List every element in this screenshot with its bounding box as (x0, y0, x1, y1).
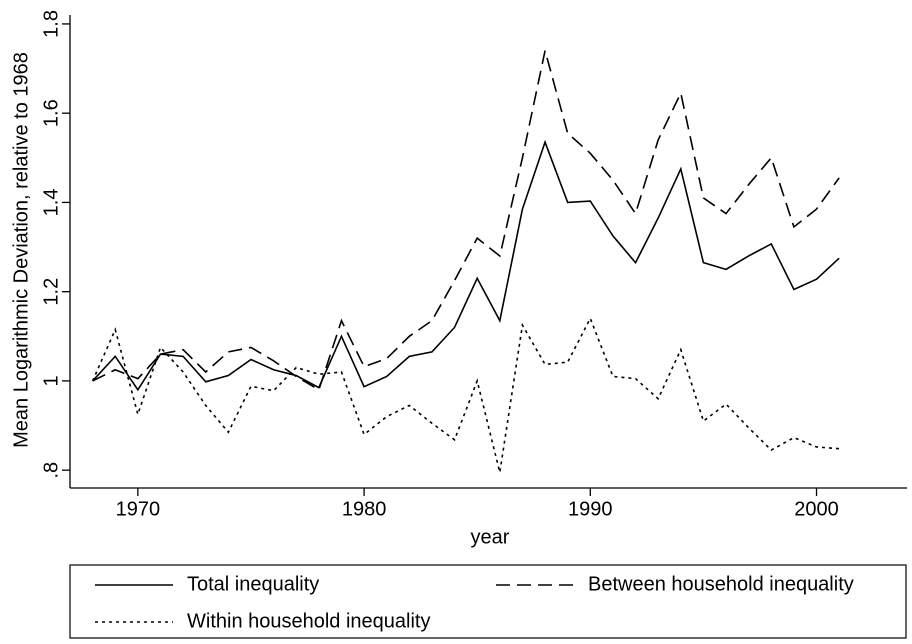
series-line (92, 50, 840, 392)
y-tick-label: 1.6 (40, 99, 62, 127)
y-tick-label: 1.4 (40, 189, 62, 217)
x-tick-label: 1990 (568, 498, 613, 520)
legend-box (69, 564, 907, 639)
x-axis-label: year (471, 526, 510, 548)
y-axis-label: Mean Logarithmic Deviation, relative to … (10, 52, 32, 448)
y-tick-label: 1.2 (40, 278, 62, 306)
x-tick-label: 1970 (116, 498, 161, 520)
legend-label: Between household inequality (588, 573, 854, 595)
legend-label: Total inequality (187, 573, 319, 595)
y-tick-label: 1 (40, 375, 62, 386)
series-line (91, 316, 840, 473)
y-tick-label: 1.8 (40, 10, 62, 38)
x-tick-label: 1980 (342, 498, 387, 520)
series-line (92, 139, 840, 392)
legend-label: Within household inequality (187, 610, 431, 632)
x-tick-label: 2000 (794, 498, 839, 520)
y-tick-label: .8 (40, 462, 62, 479)
